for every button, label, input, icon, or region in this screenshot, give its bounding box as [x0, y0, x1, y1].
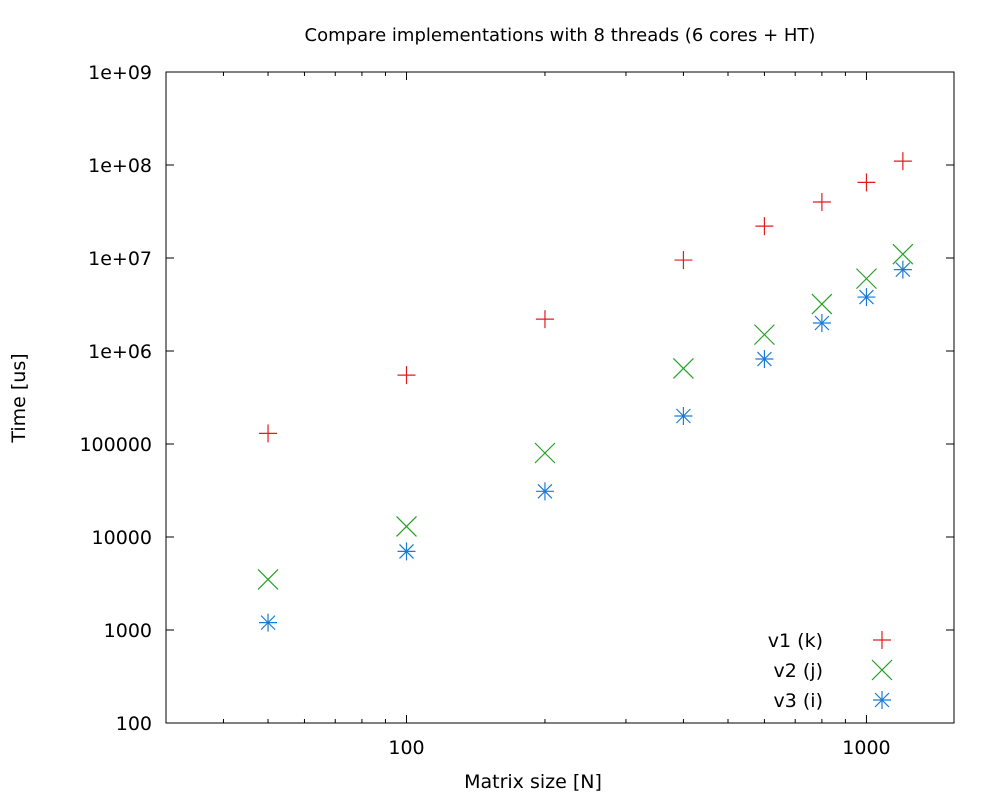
y-tick-label: 10000 — [92, 527, 152, 549]
legend-label: v3 (i) — [774, 690, 823, 712]
point-star — [397, 542, 416, 561]
point-plus — [674, 251, 693, 270]
point-plus — [397, 366, 416, 385]
x-tick-label: 1000 — [842, 737, 890, 759]
x-axis-label: Matrix size [N] — [464, 771, 602, 793]
point-star — [259, 613, 278, 632]
axis-ticks — [165, 71, 954, 724]
legend: v1 (k) v2 (j) v3 (i) — [768, 630, 893, 712]
y-tick-label: 1e+06 — [88, 341, 152, 363]
point-star — [857, 288, 876, 307]
point-cross — [753, 324, 775, 346]
chart-title: Compare implementations with 8 threads (… — [305, 25, 816, 46]
point-plus — [259, 424, 278, 443]
point-star — [812, 314, 831, 333]
y-tick-label: 1e+09 — [88, 62, 152, 84]
plot-frame — [165, 71, 955, 724]
point-cross — [672, 357, 694, 379]
point-star — [755, 350, 774, 369]
y-tick-label: 100000 — [79, 434, 152, 456]
point-plus — [812, 193, 831, 212]
y-tick-label: 100 — [116, 713, 152, 735]
point-cross — [257, 568, 279, 590]
point-plus — [535, 310, 554, 329]
point-cross — [396, 515, 417, 537]
point-cross — [856, 268, 877, 290]
axis-tick-labels: 100 1000 10000 100000 1e+06 1e+07 1e+08 1e+09 10… — [79, 62, 890, 759]
legend-marker-star — [873, 691, 891, 709]
legend-marker-plus — [873, 631, 891, 649]
legend-label: v1 (k) — [768, 630, 823, 652]
y-tick-label: 1e+07 — [88, 248, 152, 270]
legend-marker-cross — [871, 659, 893, 681]
data-points — [257, 152, 914, 632]
point-plus — [857, 173, 876, 192]
point-star — [674, 407, 693, 426]
legend-label: v2 (j) — [774, 660, 823, 682]
y-tick-label: 1000 — [104, 620, 152, 642]
point-plus — [755, 217, 774, 236]
point-cross — [811, 293, 833, 315]
point-star — [535, 482, 554, 501]
y-tick-label: 1e+08 — [88, 155, 152, 177]
point-plus — [893, 152, 912, 171]
x-tick-label: 100 — [388, 737, 424, 759]
point-star — [893, 260, 912, 279]
point-cross — [892, 243, 914, 265]
y-axis-label: Time [us] — [8, 353, 30, 443]
point-cross — [534, 442, 556, 464]
